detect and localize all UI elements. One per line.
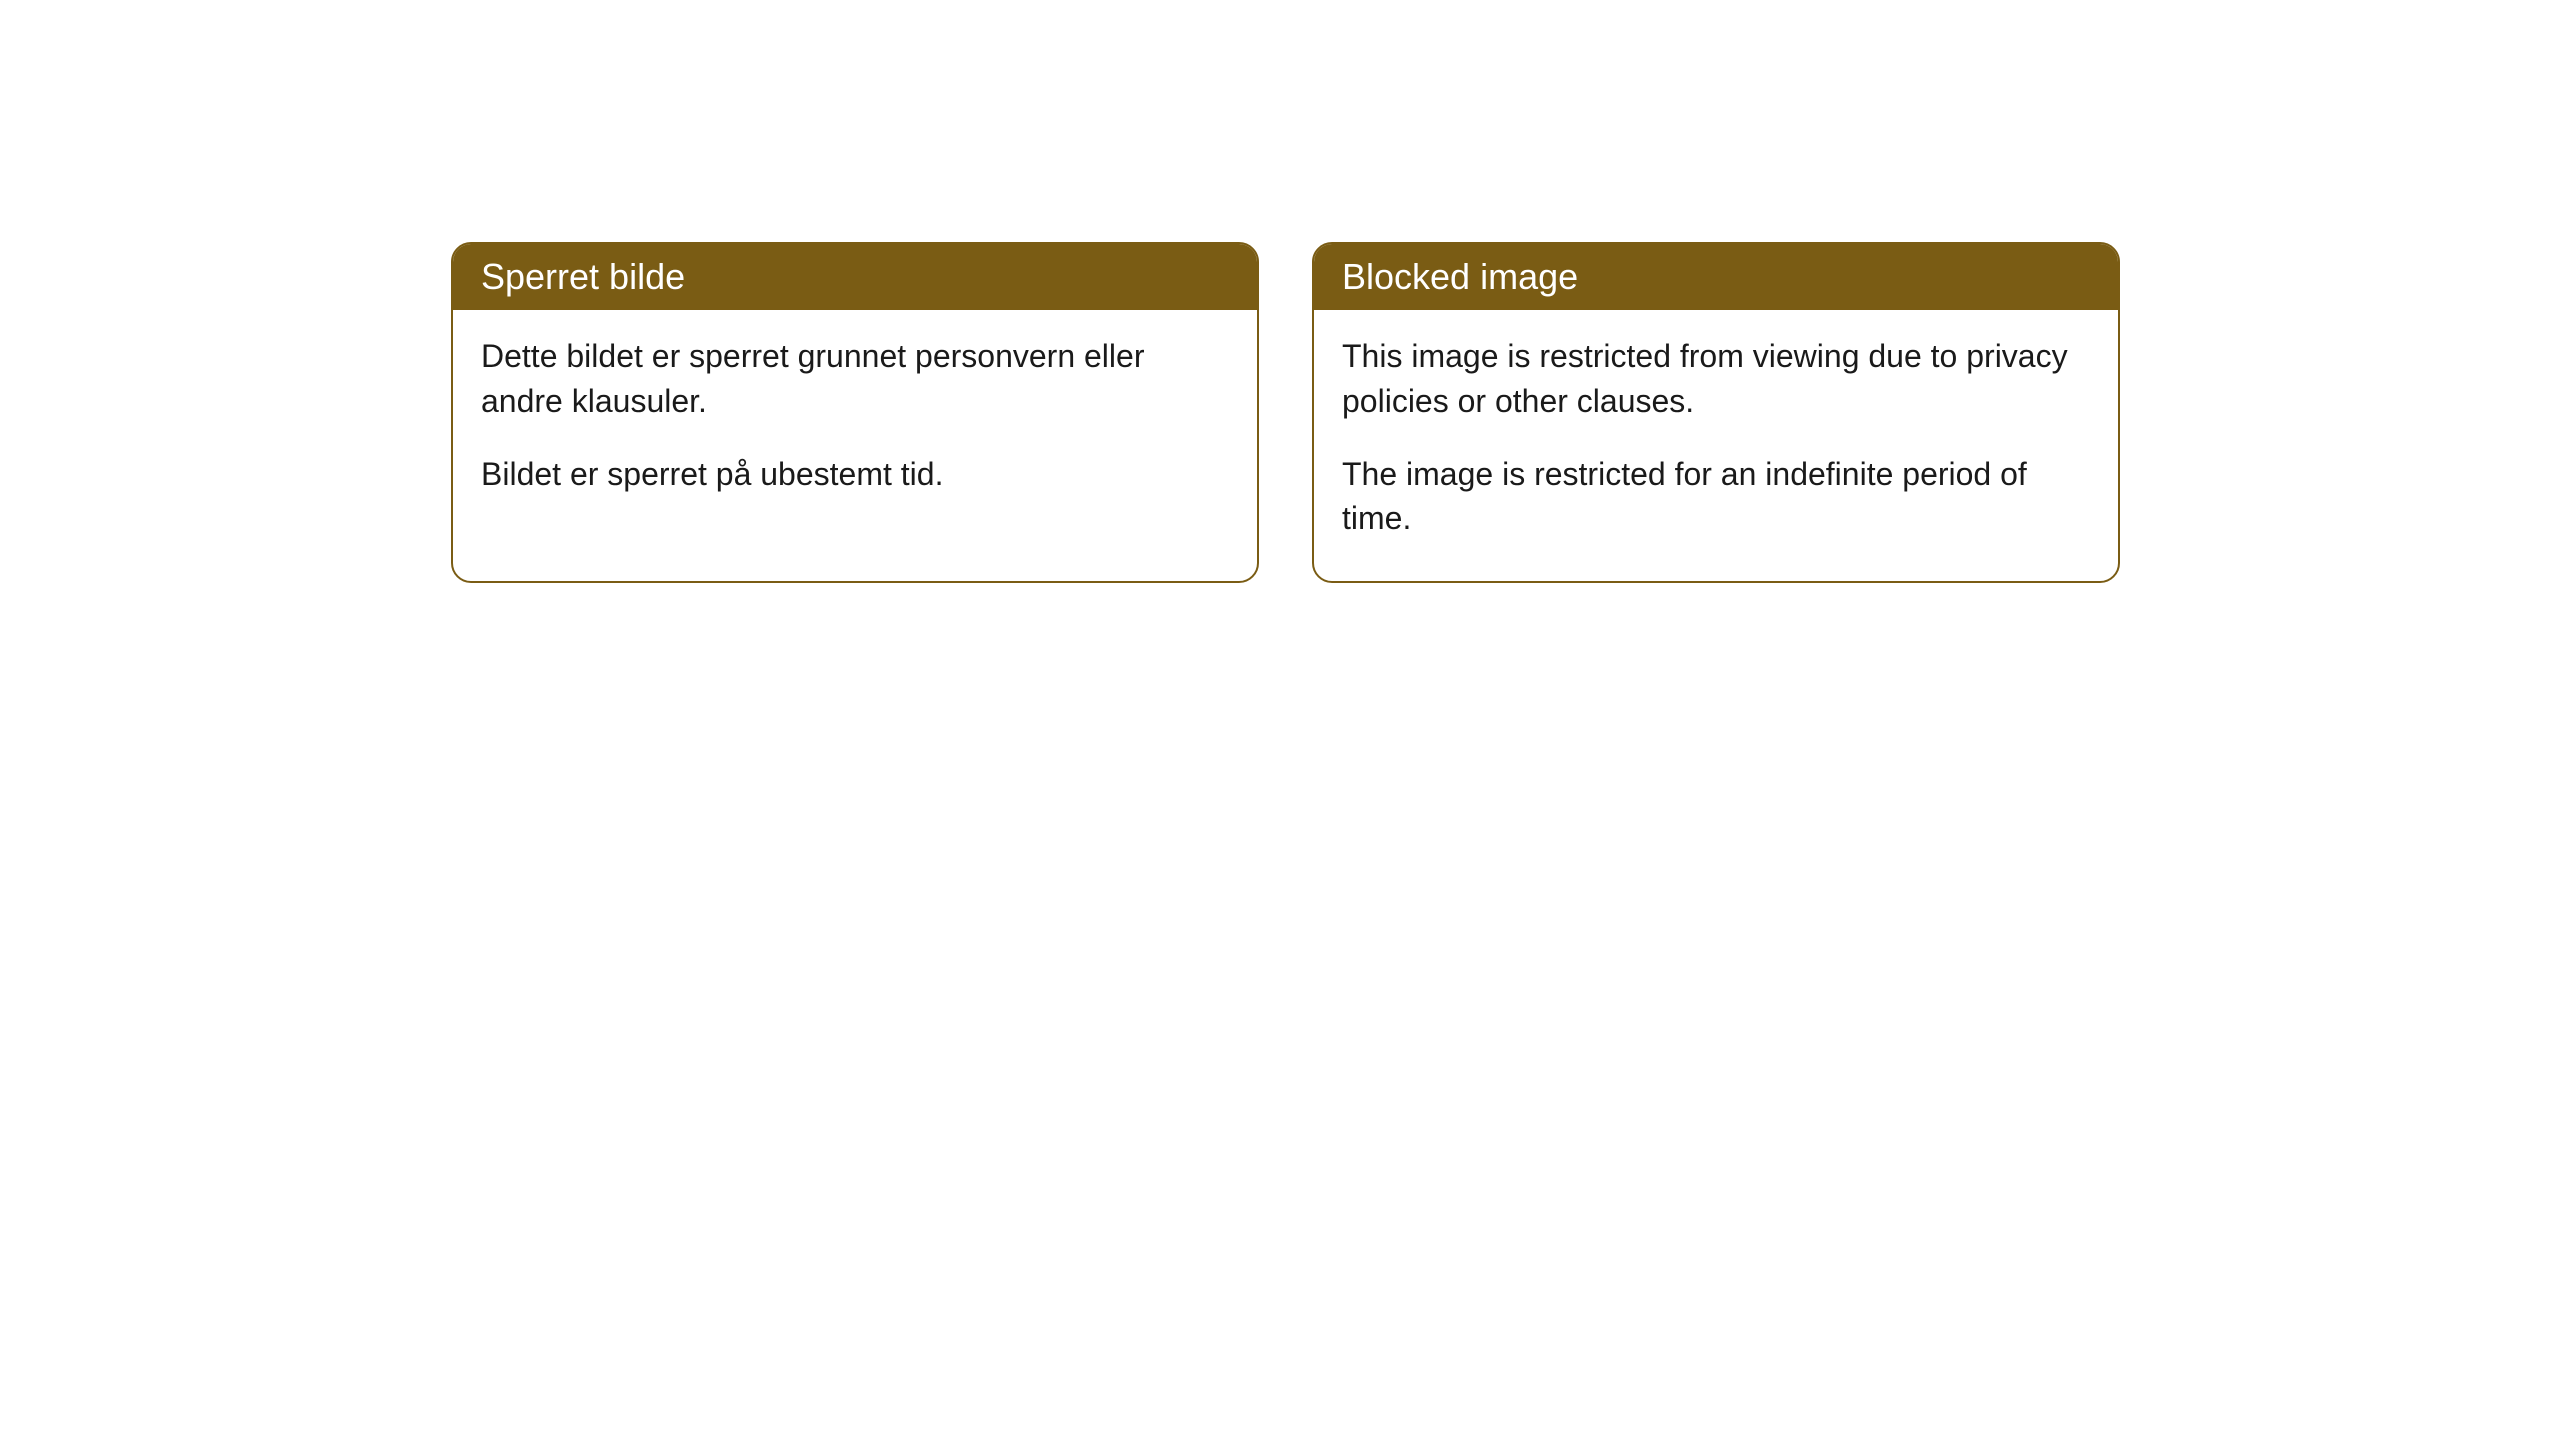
card-title: Blocked image xyxy=(1342,256,1578,297)
card-body-english: This image is restricted from viewing du… xyxy=(1314,310,2118,581)
card-paragraph: The image is restricted for an indefinit… xyxy=(1342,452,2090,542)
card-paragraph: Dette bildet er sperret grunnet personve… xyxy=(481,334,1229,424)
notice-card-norwegian: Sperret bilde Dette bildet er sperret gr… xyxy=(451,242,1259,583)
card-paragraph: Bildet er sperret på ubestemt tid. xyxy=(481,452,1229,497)
card-paragraph: This image is restricted from viewing du… xyxy=(1342,334,2090,424)
notice-cards-container: Sperret bilde Dette bildet er sperret gr… xyxy=(451,242,2120,583)
notice-card-english: Blocked image This image is restricted f… xyxy=(1312,242,2120,583)
card-body-norwegian: Dette bildet er sperret grunnet personve… xyxy=(453,310,1257,536)
card-header-norwegian: Sperret bilde xyxy=(453,244,1257,310)
card-header-english: Blocked image xyxy=(1314,244,2118,310)
card-title: Sperret bilde xyxy=(481,256,685,297)
